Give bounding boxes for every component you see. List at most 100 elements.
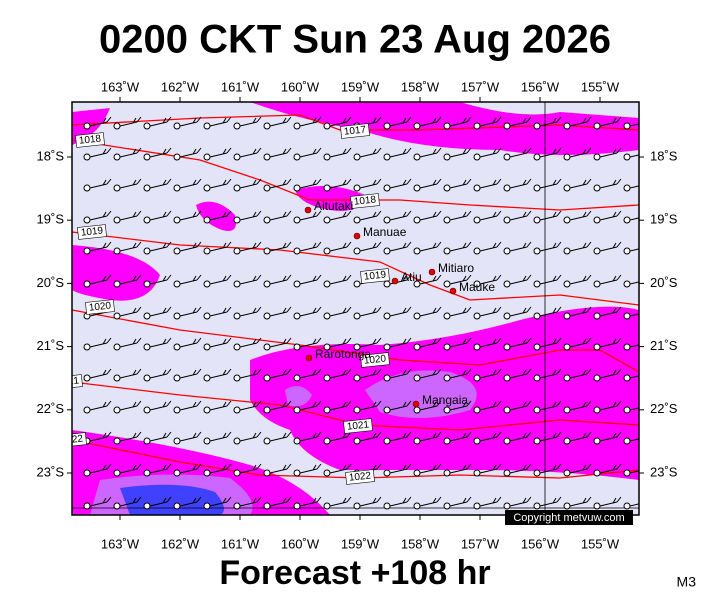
wind-barb (329, 306, 352, 317)
place-dot (353, 232, 361, 240)
station (323, 469, 331, 477)
station (353, 312, 361, 320)
longitude-label: 158˚W (401, 79, 440, 94)
wind-barb (509, 178, 532, 189)
station (293, 406, 301, 414)
wind-barb (179, 463, 202, 474)
station (233, 343, 241, 351)
isobar-label: 1017 (343, 124, 367, 137)
station (173, 437, 181, 445)
isobar-label: 1018 (78, 133, 102, 146)
station (83, 247, 91, 255)
station (293, 343, 301, 351)
wind-barb (449, 306, 472, 317)
wind-barb (119, 178, 142, 189)
isobar-label-box (75, 132, 105, 148)
isobar-label-box (340, 123, 370, 139)
wind-barb (419, 463, 442, 474)
station (83, 184, 91, 192)
station (503, 216, 511, 224)
wind-barb (569, 241, 592, 252)
wind-barb (389, 400, 412, 411)
station (293, 280, 301, 288)
station (593, 216, 601, 224)
station (533, 343, 541, 351)
wind-barb (89, 147, 112, 158)
station (173, 469, 181, 477)
wind-barb (569, 147, 592, 158)
wind-barb (569, 274, 592, 285)
wind-barb (239, 337, 262, 348)
wind-barb (359, 178, 382, 189)
wind-barb (179, 306, 202, 317)
station (443, 437, 451, 445)
wind-barb (269, 496, 292, 507)
wind-barb (269, 210, 292, 221)
latitude-label: 21˚S (37, 338, 65, 353)
place-name: Rarotonga (315, 347, 371, 361)
wind-barb (239, 463, 262, 474)
station (323, 374, 331, 382)
wind-barb (509, 431, 532, 442)
station (143, 280, 151, 288)
wind-barb (239, 147, 262, 158)
wind-barb (209, 337, 232, 348)
wind-barb (239, 496, 262, 507)
station (563, 247, 571, 255)
wind-barb (449, 116, 472, 127)
wind-barb (209, 274, 232, 285)
station (563, 437, 571, 445)
wind-barb (509, 368, 532, 379)
wind-barb (149, 306, 172, 317)
wind-barb (89, 368, 112, 379)
wind-barb (299, 306, 322, 317)
latitude-label: 22˚S (650, 401, 678, 416)
isobar-label-box (343, 418, 373, 434)
wind-barb (239, 431, 262, 442)
station (443, 343, 451, 351)
wind-barb (119, 241, 142, 252)
wind-barb (119, 496, 142, 507)
station (233, 280, 241, 288)
wind-barb (179, 368, 202, 379)
wind-barb (479, 368, 502, 379)
station (383, 343, 391, 351)
wind-barb (479, 116, 502, 127)
wind-barb (419, 431, 442, 442)
station (83, 280, 91, 288)
wind-barb (359, 147, 382, 158)
wind-barb (89, 116, 112, 127)
isobar-label-box (360, 268, 390, 284)
isobar-label: 1019 (363, 269, 387, 282)
wind-barb (329, 368, 352, 379)
wind-barb (509, 496, 532, 507)
station (503, 437, 511, 445)
latitude-label: 23˚S (37, 464, 65, 479)
station (533, 312, 541, 320)
station (293, 122, 301, 130)
wind-barb (299, 210, 322, 221)
wind-barb (179, 241, 202, 252)
wind-barb (149, 496, 172, 507)
wind-barb (389, 116, 412, 127)
station (353, 502, 361, 510)
wind-barb (599, 431, 622, 442)
latitude-label: 20˚S (650, 275, 678, 290)
wind-barb (149, 463, 172, 474)
station (383, 216, 391, 224)
wind-barb (539, 431, 562, 442)
place-dot (305, 354, 313, 362)
wind-barb (179, 274, 202, 285)
wind-barb (299, 368, 322, 379)
wind-barb (389, 210, 412, 221)
station (173, 216, 181, 224)
wind-barb (479, 241, 502, 252)
wind-barb (179, 431, 202, 442)
wind-barb (89, 178, 112, 189)
wind-barb (329, 496, 352, 507)
wind-barb (479, 306, 502, 317)
wind-barb (359, 210, 382, 221)
wind-barb (599, 368, 622, 379)
station (113, 374, 121, 382)
wind-barb (239, 178, 262, 189)
